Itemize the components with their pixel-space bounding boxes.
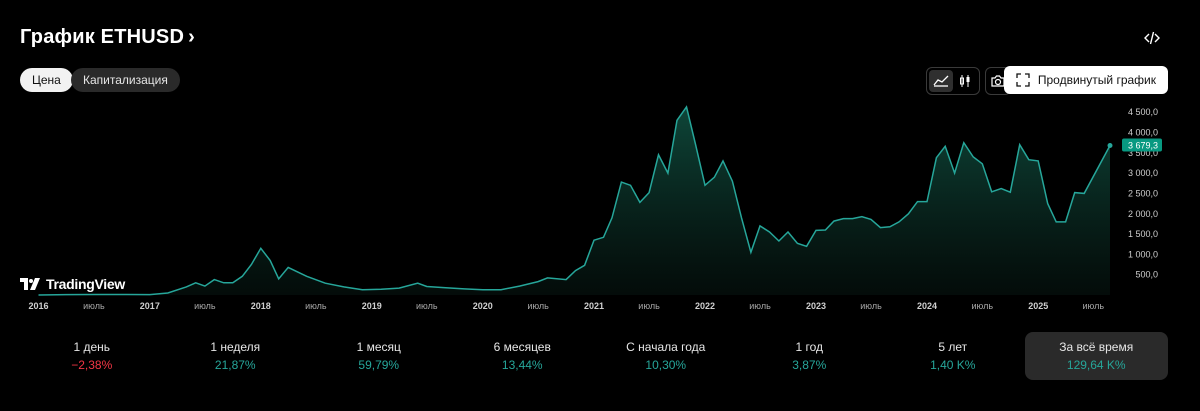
- tradingview-logo-icon: [20, 278, 40, 290]
- x-tick-label: 2019: [362, 301, 382, 311]
- period-ytd[interactable]: С начала года 10,30%: [594, 332, 738, 380]
- x-tick-label: июль: [860, 301, 882, 311]
- price-line: [38, 105, 1111, 296]
- current-price-label: 3 679,3: [1122, 138, 1162, 152]
- x-tick-label: июль: [416, 301, 438, 311]
- period-change: 3,87%: [792, 358, 827, 372]
- camera-icon: [991, 75, 1005, 87]
- x-tick-label: июль: [1083, 301, 1105, 311]
- y-tick-label: 4 000,0: [1128, 128, 1158, 138]
- x-tick-label: июль: [194, 301, 216, 311]
- period-change: 13,44%: [501, 358, 543, 372]
- period-all-time[interactable]: За всё время 129,64 K%: [1024, 332, 1168, 380]
- y-tick-label: 2 500,0: [1128, 188, 1158, 198]
- advanced-chart-button[interactable]: Продвинутый график: [1003, 66, 1168, 94]
- period-label: 1 день: [73, 340, 111, 354]
- x-tick-label: июль: [638, 301, 660, 311]
- price-chart[interactable]: 500,0 1 000,0 1 500,0 2 000,0 2 500,0 3 000,0…: [0, 100, 1200, 320]
- x-tick-label: 2016: [29, 301, 49, 311]
- period-1y[interactable]: 1 год 3,87%: [738, 332, 882, 380]
- y-tick-label: 3 500,0: [1128, 148, 1158, 158]
- tab-price[interactable]: Цена: [20, 68, 73, 92]
- period-label: 6 месяцев: [493, 340, 551, 354]
- period-1d[interactable]: 1 день −2,38%: [20, 332, 164, 380]
- period-1w[interactable]: 1 неделя 21,87%: [164, 332, 308, 380]
- period-label: С начала года: [626, 340, 706, 354]
- page-title[interactable]: График ETHUSD ›: [20, 26, 195, 49]
- advanced-chart-label: Продвинутый график: [1037, 73, 1156, 87]
- period-label: 5 лет: [938, 340, 968, 354]
- period-label: 1 неделя: [210, 340, 261, 354]
- tradingview-logo: TradingView: [20, 276, 125, 292]
- x-tick-label: 2022: [695, 301, 715, 311]
- last-price-point: [1107, 143, 1113, 149]
- period-1m[interactable]: 1 месяц 59,79%: [307, 332, 451, 380]
- chart-type-switch: [926, 67, 980, 95]
- chevron-right-icon: ›: [188, 26, 195, 48]
- x-tick-label: июль: [527, 301, 549, 311]
- period-change: 129,64 K%: [1066, 358, 1126, 372]
- x-tick-label: июль: [972, 301, 994, 311]
- x-tick-label: июль: [749, 301, 771, 311]
- x-tick-label: 2018: [251, 301, 271, 311]
- y-tick-label: 1 500,0: [1128, 229, 1158, 239]
- x-tick-label: 2021: [584, 301, 604, 311]
- y-tick-label: 2 000,0: [1128, 209, 1158, 219]
- tab-market-cap-label: Капитализация: [83, 73, 168, 87]
- x-tick-label: 2025: [1028, 301, 1048, 311]
- period-change: 1,40 K%: [930, 358, 976, 372]
- period-change: 21,87%: [214, 358, 256, 372]
- fullscreen-icon: [1016, 73, 1030, 87]
- x-tick-label: июль: [83, 301, 105, 311]
- x-tick-label: 2023: [806, 301, 826, 311]
- period-6m[interactable]: 6 месяцев 13,44%: [451, 332, 595, 380]
- period-change: 10,30%: [645, 358, 687, 372]
- period-5y[interactable]: 5 лет 1,40 K%: [881, 332, 1025, 380]
- tab-market-cap[interactable]: Капитализация: [71, 68, 180, 92]
- period-change: −2,38%: [71, 358, 113, 372]
- tab-price-label: Цена: [32, 73, 61, 87]
- x-tick-label: 2017: [140, 301, 160, 311]
- price-area: [38, 106, 1110, 296]
- period-change: 59,79%: [358, 358, 400, 372]
- period-label: 1 год: [795, 340, 824, 354]
- svg-text:3 679,3: 3 679,3: [1128, 141, 1158, 151]
- performance-periods: 1 день −2,38% 1 неделя 21,87% 1 месяц 59…: [20, 332, 1168, 380]
- period-label: 1 месяц: [356, 340, 401, 354]
- code-icon[interactable]: [1140, 26, 1164, 50]
- candles-icon[interactable]: [953, 70, 977, 92]
- period-label: За всё время: [1059, 340, 1134, 354]
- y-tick-label: 1 000,0: [1128, 249, 1158, 259]
- x-tick-label: июль: [305, 301, 327, 311]
- x-tick-label: 2020: [473, 301, 493, 311]
- title-text: График ETHUSD: [20, 26, 185, 48]
- y-tick-label: 4 500,0: [1128, 107, 1158, 117]
- y-tick-label: 3 000,0: [1128, 168, 1158, 178]
- y-tick-label: 500,0: [1135, 270, 1158, 280]
- watermark-text: TradingView: [46, 276, 125, 292]
- area-chart-icon[interactable]: [929, 70, 953, 92]
- x-tick-label: 2024: [917, 301, 937, 311]
